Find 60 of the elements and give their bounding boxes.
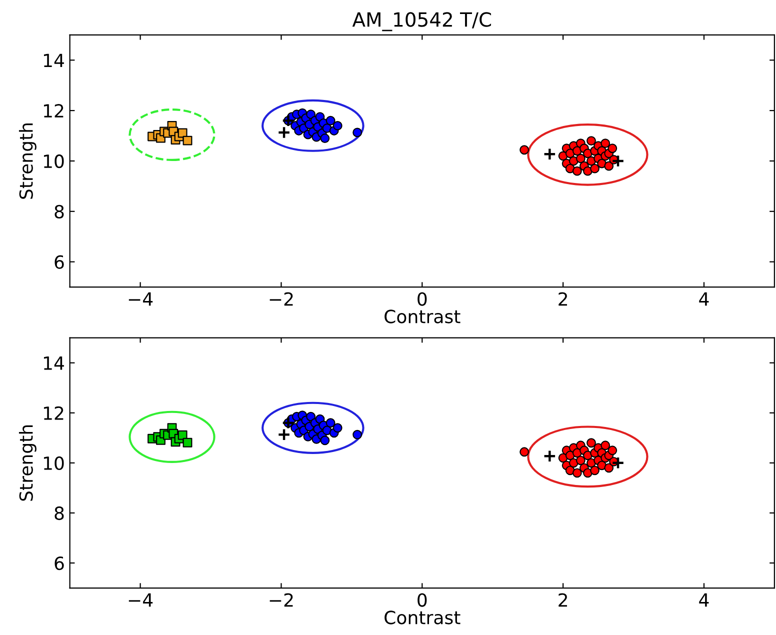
y-tick-label: 6 (54, 556, 64, 570)
chart-title: AM_10542 T/C (352, 12, 492, 32)
y-tick-label: 8 (54, 204, 64, 219)
x-tick-label: 4 (699, 292, 709, 306)
point (590, 466, 600, 476)
point (520, 145, 530, 155)
point (572, 166, 582, 176)
point (320, 134, 330, 144)
x-tick-label: −2 (270, 593, 293, 607)
point (326, 116, 336, 126)
point (586, 136, 596, 146)
point (178, 430, 188, 440)
point (326, 418, 336, 428)
y-tick-label: 12 (44, 406, 64, 420)
point (352, 128, 362, 138)
point (543, 450, 556, 463)
point (278, 428, 291, 442)
point (572, 468, 582, 478)
y-tick-label: 14 (44, 356, 64, 370)
y-tick-label: 10 (44, 154, 64, 168)
x-tick-label: 4 (699, 593, 709, 607)
point (543, 148, 556, 161)
y-tick-label: 14 (44, 54, 64, 67)
point (586, 438, 596, 448)
point (520, 447, 530, 457)
point (182, 438, 192, 448)
point (182, 136, 192, 146)
y-axis-title: Strength (18, 123, 36, 199)
point (600, 138, 610, 148)
y-tick-label: 12 (44, 104, 64, 118)
point (278, 126, 291, 139)
point (604, 463, 614, 473)
y-tick-label: 8 (54, 506, 64, 520)
point (612, 154, 625, 168)
point (600, 440, 610, 450)
x-axis-title: Contrast (384, 310, 460, 324)
x-tick-label: 0 (418, 292, 427, 306)
x-tick-label: −4 (128, 593, 153, 607)
point (332, 120, 342, 130)
y-axis-title: Strength (18, 425, 36, 501)
point (576, 456, 586, 466)
y-tick-label: 10 (44, 456, 64, 470)
x-tick-label: 2 (558, 593, 567, 607)
point (590, 164, 600, 174)
x-tick-label: −4 (128, 292, 153, 306)
point (320, 436, 330, 446)
point (604, 161, 614, 171)
point (576, 154, 586, 164)
point (332, 423, 342, 433)
point (608, 446, 618, 456)
x-tick-label: 0 (418, 593, 427, 607)
point (612, 456, 625, 470)
point (608, 144, 618, 154)
point (306, 110, 316, 120)
point (352, 430, 362, 440)
x-axis-title: Contrast (384, 610, 460, 624)
point (306, 412, 316, 422)
x-tick-label: −2 (270, 292, 293, 306)
y-tick-label: 6 (54, 255, 64, 269)
x-tick-label: 2 (558, 292, 567, 306)
